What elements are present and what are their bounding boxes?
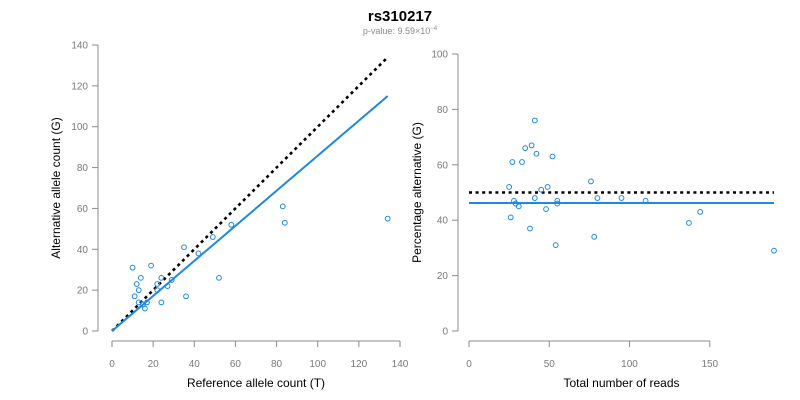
y-tick-label: 60 <box>437 160 449 171</box>
data-point <box>384 215 391 222</box>
p-value-exponent: −4 <box>430 26 438 32</box>
data-point <box>509 159 516 165</box>
data-point <box>591 233 598 240</box>
data-point <box>771 247 777 254</box>
y-tick-label: 120 <box>71 81 88 92</box>
y-tick-label: 0 <box>82 327 88 338</box>
data-point <box>538 186 545 193</box>
x-tick-label: 60 <box>230 359 242 370</box>
y-tick-label: 40 <box>77 245 89 256</box>
data-point <box>618 195 625 201</box>
data-point <box>531 117 538 124</box>
y-tick-label: 40 <box>437 216 449 227</box>
x-tick-label: 20 <box>148 359 160 370</box>
data-point <box>216 274 222 281</box>
data-point <box>686 220 692 226</box>
x-tick-label: 80 <box>271 359 283 370</box>
y-tick-label: 140 <box>71 41 88 52</box>
y-tick-label: 20 <box>437 271 449 282</box>
data-point <box>195 250 202 257</box>
data-point <box>522 145 529 152</box>
y-tick-label: 100 <box>71 122 88 133</box>
x-tick-label: 100 <box>621 359 638 370</box>
data-point <box>181 244 187 251</box>
data-point <box>554 200 561 207</box>
x-axis-label: Total number of reads <box>563 376 679 390</box>
data-point <box>531 195 538 201</box>
expected-ratio-dotted-line <box>111 56 389 332</box>
data-point <box>533 150 540 157</box>
p-value-text: p-value: 9.59×10 <box>363 26 430 36</box>
scatter-panel-percentage-alternative: 0 50 100 150 0 20 40 60 80 100 Total number of rea… <box>410 50 777 390</box>
data-point <box>281 219 288 226</box>
x-tick-label: 0 <box>109 359 115 370</box>
data-point <box>515 203 522 210</box>
y-tick-label: 0 <box>442 327 448 338</box>
x-tick-label: 40 <box>189 359 201 370</box>
x-tick-label: 0 <box>466 359 472 370</box>
data-point <box>154 281 161 287</box>
data-point <box>697 208 704 215</box>
scatter-panel-allele-counts: 0 20 40 60 80 100 120 140 0 20 40 60 80 100 120 140 Refe… <box>49 41 409 391</box>
chart-title: rs310217 <box>368 8 432 25</box>
data-point <box>228 221 235 228</box>
data-point <box>507 214 514 221</box>
data-point <box>154 287 161 294</box>
data-point <box>554 197 561 204</box>
data-point <box>164 283 171 289</box>
x-tick-label: 100 <box>309 359 326 370</box>
x-axis-label: Reference allele count (T) <box>187 376 325 390</box>
data-point <box>642 197 649 204</box>
x-tick-label: 150 <box>701 359 718 370</box>
data-point <box>527 225 533 232</box>
y-tick-label: 80 <box>77 163 89 174</box>
data-point <box>168 277 175 283</box>
data-point <box>528 142 535 149</box>
data-point <box>131 293 138 300</box>
data-point <box>144 299 150 306</box>
data-point <box>544 184 551 190</box>
data-point <box>183 293 189 300</box>
data-point <box>133 281 140 287</box>
y-tick-label: 80 <box>437 105 449 116</box>
data-point <box>129 264 136 271</box>
data-point <box>279 203 286 210</box>
data-point <box>158 274 165 281</box>
y-tick-label: 100 <box>431 50 448 61</box>
data-point <box>148 262 154 269</box>
x-tick-label: 120 <box>351 359 368 370</box>
y-axis-label: Percentage alternative (G) <box>410 122 424 263</box>
x-tick-label: 50 <box>544 359 556 370</box>
data-point <box>209 234 216 240</box>
data-point <box>506 184 513 190</box>
data-point <box>543 206 549 213</box>
data-point <box>158 299 165 306</box>
x-tick-label: 140 <box>392 359 409 370</box>
chart-subtitle: p-value: 9.59×10−4 <box>363 26 438 36</box>
y-axis-label: Alternative allele count (G) <box>49 117 63 258</box>
data-point <box>588 178 594 185</box>
data-point <box>137 274 144 281</box>
fitted-trend-line <box>111 95 389 332</box>
data-point <box>594 195 601 201</box>
data-point <box>549 153 556 160</box>
data-point <box>135 287 142 294</box>
y-tick-label: 60 <box>77 204 89 215</box>
y-tick-label: 20 <box>77 286 89 297</box>
data-point <box>519 159 525 165</box>
data-point <box>142 305 148 312</box>
data-point <box>552 242 559 249</box>
